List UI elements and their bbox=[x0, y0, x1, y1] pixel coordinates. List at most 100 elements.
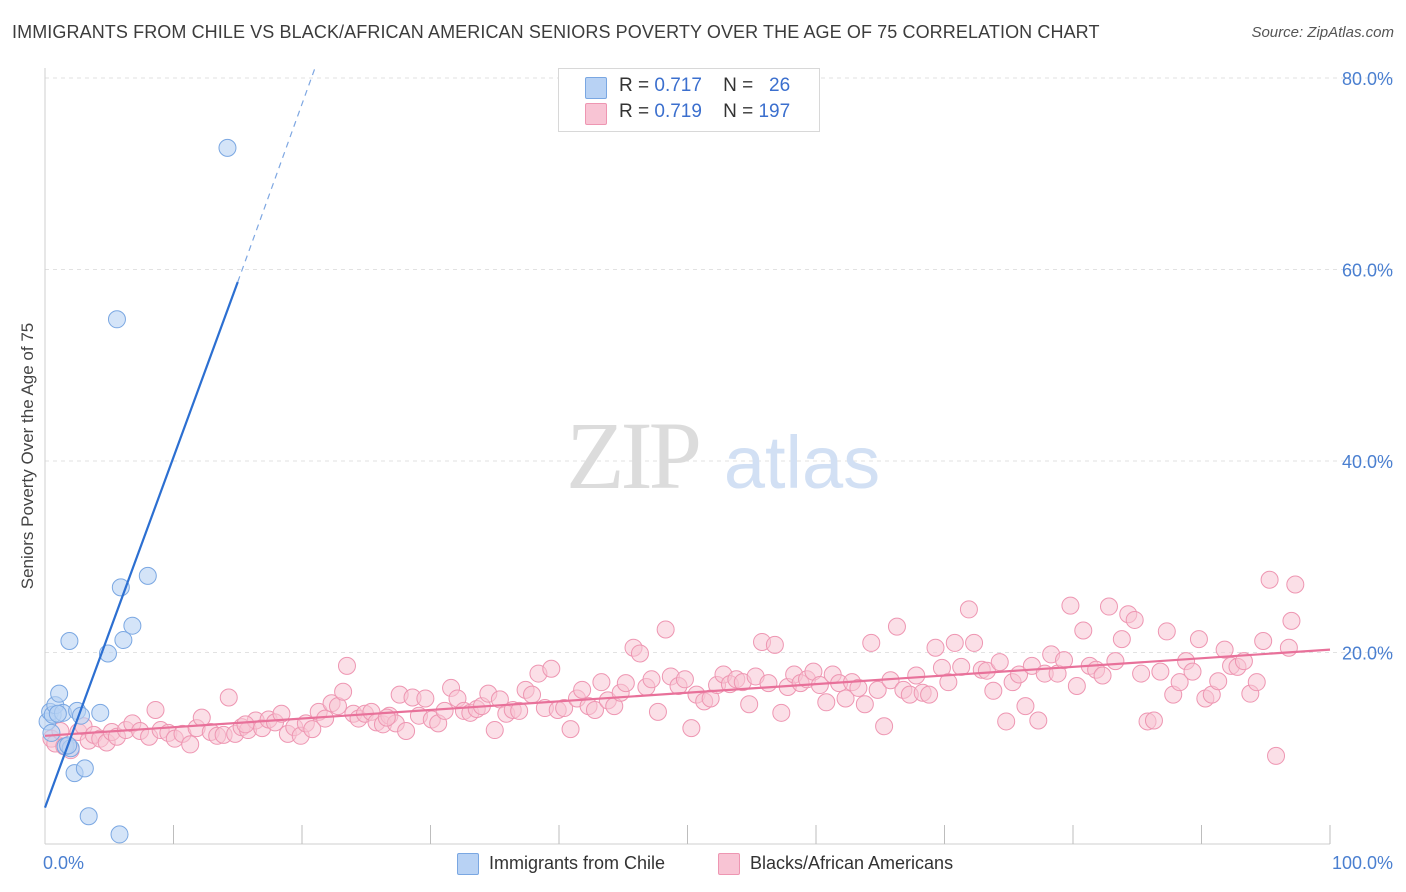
chile-data-point bbox=[91, 703, 110, 722]
chile-data-point bbox=[218, 138, 237, 157]
x-tick-label: 100.0% bbox=[1332, 853, 1393, 873]
black-data-point bbox=[759, 674, 778, 693]
y-axis-title: Seniors Poverty Over the Age of 75 bbox=[18, 322, 37, 590]
black-data-point bbox=[862, 633, 881, 652]
black-data-point bbox=[236, 715, 255, 734]
black-data-point bbox=[952, 657, 971, 676]
black-data-point bbox=[630, 644, 649, 663]
correlation-legend: R = 0.717 N = 26 R = 0.719 N = 197 bbox=[558, 68, 820, 132]
black-data-point bbox=[1074, 621, 1093, 640]
black-data-point bbox=[1286, 575, 1305, 594]
watermark-atlas: atlas bbox=[724, 421, 880, 504]
black-data-point bbox=[542, 659, 561, 678]
black-data-point bbox=[965, 633, 984, 652]
black-data-point bbox=[435, 701, 454, 720]
black-data-point bbox=[316, 709, 335, 728]
black-data-point bbox=[772, 703, 791, 722]
chile-data-point bbox=[75, 759, 94, 778]
black-data-point bbox=[656, 620, 675, 639]
black-data-point bbox=[397, 722, 416, 741]
chile-legend-swatch bbox=[457, 853, 479, 875]
black-data-point bbox=[1029, 711, 1048, 730]
r-label: R = bbox=[619, 101, 650, 122]
black-data-point bbox=[907, 666, 926, 685]
chile-data-point bbox=[114, 631, 133, 650]
black-data-point bbox=[1099, 597, 1118, 616]
black-data-point bbox=[1144, 711, 1163, 730]
r-label: R = bbox=[619, 75, 650, 96]
black-data-point bbox=[1055, 651, 1074, 670]
black-data-point bbox=[555, 699, 574, 718]
black-data-point bbox=[765, 635, 784, 654]
watermark: ZIP atlas bbox=[566, 402, 880, 509]
black-data-point bbox=[1151, 662, 1170, 681]
legend-row-chile-text: R = 0.717 N = 26 bbox=[619, 75, 790, 97]
y-tick-label: 40.0% bbox=[1342, 452, 1393, 472]
trend-lines bbox=[43, 68, 1331, 808]
black-data-point bbox=[485, 721, 504, 740]
black-data-point bbox=[416, 689, 435, 708]
chile-data-point bbox=[60, 632, 79, 651]
black-data-point bbox=[1254, 632, 1273, 651]
y-tick-label: 60.0% bbox=[1342, 261, 1393, 281]
chile-data-point bbox=[107, 310, 126, 329]
chile-trend-line bbox=[43, 281, 239, 808]
black-data-point bbox=[939, 673, 958, 692]
black-data-point bbox=[219, 688, 238, 707]
black-data-point bbox=[1234, 652, 1253, 671]
black-data-point bbox=[523, 685, 542, 704]
legend-row-black-text: R = 0.719 N = 197 bbox=[619, 101, 790, 123]
tick-labels: 20.0% 40.0% 60.0% 80.0% 0.0% 100.0% bbox=[43, 69, 1393, 873]
chile-swatch bbox=[585, 77, 607, 99]
black-data-point bbox=[1016, 697, 1035, 716]
black-data-point bbox=[682, 719, 701, 738]
chile-legend-label: Immigrants from Chile bbox=[489, 853, 666, 873]
black-data-point bbox=[592, 673, 611, 692]
black-data-point bbox=[1170, 673, 1189, 692]
black-data-point bbox=[868, 680, 887, 699]
black-data-point bbox=[945, 633, 964, 652]
chile-data-point bbox=[48, 704, 67, 723]
series-blacks-african-americans bbox=[42, 570, 1305, 765]
chile-data-point bbox=[79, 807, 98, 826]
r-value: 0.717 bbox=[654, 75, 702, 96]
black-data-point bbox=[1267, 746, 1286, 765]
y-tick-label: 80.0% bbox=[1342, 69, 1393, 89]
black-data-point bbox=[1260, 570, 1279, 589]
black-data-point bbox=[1132, 664, 1151, 683]
n-value: 197 bbox=[758, 101, 791, 122]
x-tick-label: 0.0% bbox=[43, 853, 84, 873]
black-data-point bbox=[740, 695, 759, 714]
black-data-point bbox=[990, 653, 1009, 672]
black-data-point bbox=[642, 670, 661, 689]
black-data-point bbox=[959, 600, 978, 619]
black-data-point bbox=[1183, 662, 1202, 681]
black-data-point bbox=[849, 678, 868, 697]
black-data-point bbox=[146, 700, 165, 719]
black-data-point bbox=[997, 712, 1016, 731]
black-data-point bbox=[561, 720, 580, 739]
black-data-point bbox=[1093, 666, 1112, 685]
black-data-point bbox=[1247, 673, 1266, 692]
black-data-point bbox=[573, 680, 592, 699]
black-data-point bbox=[648, 702, 667, 721]
black-data-point bbox=[920, 685, 939, 704]
n-value: 26 bbox=[769, 75, 791, 96]
r-value: 0.719 bbox=[654, 101, 702, 122]
black-data-point bbox=[1157, 622, 1176, 641]
black-data-point bbox=[887, 617, 906, 636]
black-swatch bbox=[585, 103, 607, 125]
chile-data-point bbox=[110, 825, 129, 844]
chile-data-point bbox=[123, 616, 142, 635]
source-label: Source: ZipAtlas.com bbox=[1251, 24, 1394, 41]
chart-title: IMMIGRANTS FROM CHILE VS BLACK/AFRICAN A… bbox=[12, 22, 1100, 42]
black-data-point bbox=[1112, 630, 1131, 649]
black-legend-swatch bbox=[718, 853, 740, 875]
gridlines bbox=[45, 77, 1394, 653]
black-legend-label: Blacks/African Americans bbox=[750, 853, 954, 873]
black-data-point bbox=[510, 701, 529, 720]
black-data-point bbox=[1189, 630, 1208, 649]
black-data-point bbox=[836, 689, 855, 708]
black-data-point bbox=[272, 704, 291, 723]
